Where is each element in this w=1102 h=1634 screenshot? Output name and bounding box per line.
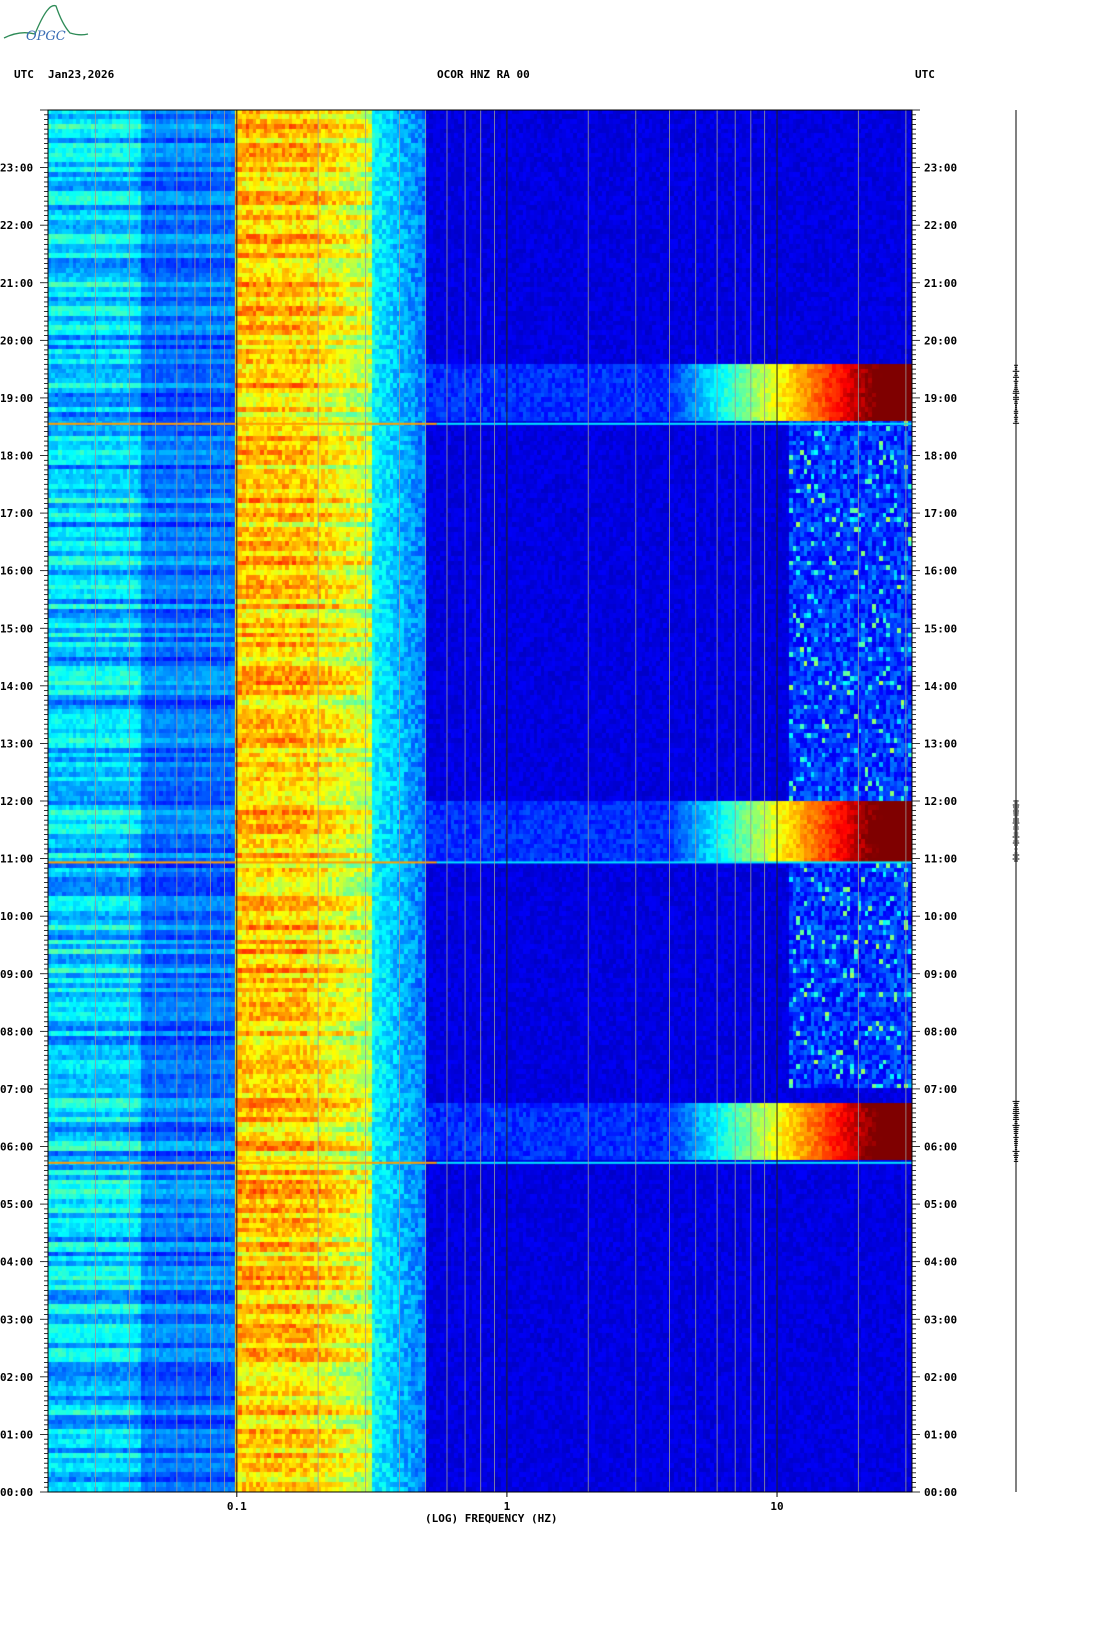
y-tick-label-right: 11:00 <box>924 853 957 866</box>
y-tick-label-right: 04:00 <box>924 1256 957 1269</box>
y-tick-label-left: 10:00 <box>0 910 33 923</box>
y-tick-label-left: 06:00 <box>0 1141 33 1154</box>
y-tick-label-left: 21:00 <box>0 277 33 290</box>
spectrogram-heatmap <box>48 110 912 1492</box>
y-tick-label-right: 22:00 <box>924 219 957 232</box>
y-tick-label-left: 17:00 <box>0 507 33 520</box>
y-tick-label-right: 05:00 <box>924 1198 957 1211</box>
y-tick-label-left: 16:00 <box>0 565 33 578</box>
y-tick-label-left: 12:00 <box>0 795 33 808</box>
y-tick-label-right: 17:00 <box>924 507 957 520</box>
y-tick-label-left: 00:00 <box>0 1486 33 1499</box>
y-tick-label-left: 23:00 <box>0 162 33 175</box>
y-tick-label-right: 13:00 <box>924 737 957 750</box>
station-title: OCOR HNZ RA 00 <box>437 68 530 81</box>
y-tick-label-right: 09:00 <box>924 968 957 981</box>
y-tick-label-right: 10:00 <box>924 910 957 923</box>
y-tick-label-left: 05:00 <box>0 1198 33 1211</box>
y-tick-label-left: 01:00 <box>0 1428 33 1441</box>
y-tick-label-left: 22:00 <box>0 219 33 232</box>
y-tick-label-left: 15:00 <box>0 622 33 635</box>
y-tick-label-right: 03:00 <box>924 1313 957 1326</box>
date-label: Jan23,2026 <box>48 68 115 81</box>
y-tick-label-left: 08:00 <box>0 1025 33 1038</box>
y-tick-label-right: 08:00 <box>924 1025 957 1038</box>
y-tick-label-right: 18:00 <box>924 450 957 463</box>
y-tick-label-right: 23:00 <box>924 162 957 175</box>
logo-text: OPGC <box>26 29 66 44</box>
opgc-logo: OPGC <box>3 4 89 44</box>
x-tick-label: 0.1 <box>227 1500 247 1513</box>
y-tick-label-left: 03:00 <box>0 1313 33 1326</box>
y-tick-label-right: 14:00 <box>924 680 957 693</box>
y-tick-label-right: 00:00 <box>924 1486 957 1499</box>
y-tick-label-right: 15:00 <box>924 622 957 635</box>
y-tick-label-right: 02:00 <box>924 1371 957 1384</box>
y-tick-label-right: 19:00 <box>924 392 957 405</box>
y-tick-label-left: 18:00 <box>0 450 33 463</box>
y-tick-label-left: 20:00 <box>0 334 33 347</box>
y-tick-label-left: 13:00 <box>0 737 33 750</box>
y-tick-label-left: 02:00 <box>0 1371 33 1384</box>
x-axis-label: (LOG) FREQUENCY (HZ) <box>425 1512 558 1525</box>
y-tick-label-left: 19:00 <box>0 392 33 405</box>
y-tick-label-left: 07:00 <box>0 1083 33 1096</box>
y-tick-label-right: 20:00 <box>924 334 957 347</box>
y-tick-label-right: 01:00 <box>924 1428 957 1441</box>
y-tick-label-right: 07:00 <box>924 1083 957 1096</box>
y-tick-label-left: 14:00 <box>0 680 33 693</box>
left-timezone-label: UTC <box>14 68 34 81</box>
y-tick-label-right: 06:00 <box>924 1141 957 1154</box>
y-tick-label-right: 21:00 <box>924 277 957 290</box>
y-tick-label-left: 09:00 <box>0 968 33 981</box>
y-tick-label-left: 11:00 <box>0 853 33 866</box>
x-tick-label: 1 <box>504 1500 511 1513</box>
x-tick-label: 10 <box>770 1500 783 1513</box>
right-timezone-label: UTC <box>915 68 935 81</box>
y-tick-label-right: 12:00 <box>924 795 957 808</box>
y-tick-label-left: 04:00 <box>0 1256 33 1269</box>
y-tick-label-right: 16:00 <box>924 565 957 578</box>
